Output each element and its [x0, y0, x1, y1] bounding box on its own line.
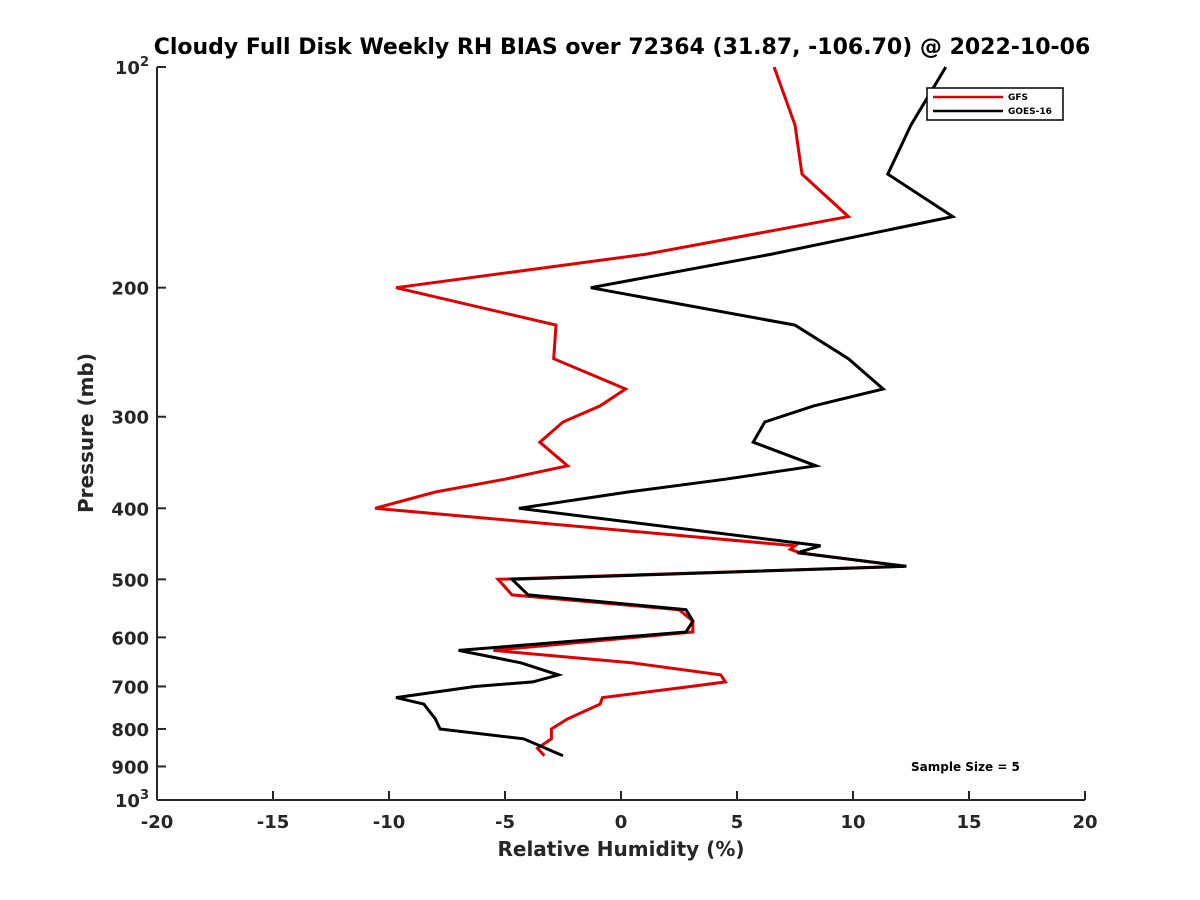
legend-label-goes16: GOES-16 [1008, 107, 1052, 117]
y-tick-label: 103 [115, 788, 149, 812]
legend: GFS GOES-16 [926, 87, 1064, 121]
y-tick-label: 600 [111, 628, 149, 649]
y-axis-label: Pressure (mb) [74, 353, 98, 513]
legend-label-gfs: GFS [1008, 93, 1028, 103]
y-tick-label: 300 [111, 408, 149, 429]
legend-box [926, 87, 1064, 121]
x-tick-label: 10 [840, 812, 865, 833]
series-layer [374, 66, 957, 758]
y-tick-label: 102 [115, 55, 149, 79]
sample-size-annotation: Sample Size = 5 [911, 760, 1020, 774]
x-tick-group: -20 -15 -10 -5 0 5 10 15 20 [141, 791, 1098, 833]
chart-title: Cloudy Full Disk Weekly RH BIAS over 723… [154, 35, 1091, 60]
x-tick-label: 5 [731, 812, 744, 833]
y-tick-label: 800 [111, 720, 149, 741]
x-tick-label: -20 [141, 812, 174, 833]
x-tick-label: 0 [615, 812, 628, 833]
x-tick-label: -5 [495, 812, 515, 833]
plot-area [157, 67, 1085, 800]
y-tick-label: 900 [111, 757, 149, 778]
y-tick-label: 500 [111, 570, 149, 591]
y-tick-label: 700 [111, 677, 149, 698]
x-tick-label: 20 [1072, 812, 1097, 833]
x-tick-label: -15 [257, 812, 290, 833]
y-tick-label: 200 [111, 279, 149, 300]
y-tick-label: 400 [111, 499, 149, 520]
series-line-goes16 [395, 66, 957, 758]
y-tick-group: 102 200 300 400 500 600 700 800 900 103 [111, 55, 166, 812]
x-axis-label: Relative Humidity (%) [497, 837, 744, 861]
x-tick-label: 15 [956, 812, 981, 833]
x-tick-label: -10 [373, 812, 406, 833]
